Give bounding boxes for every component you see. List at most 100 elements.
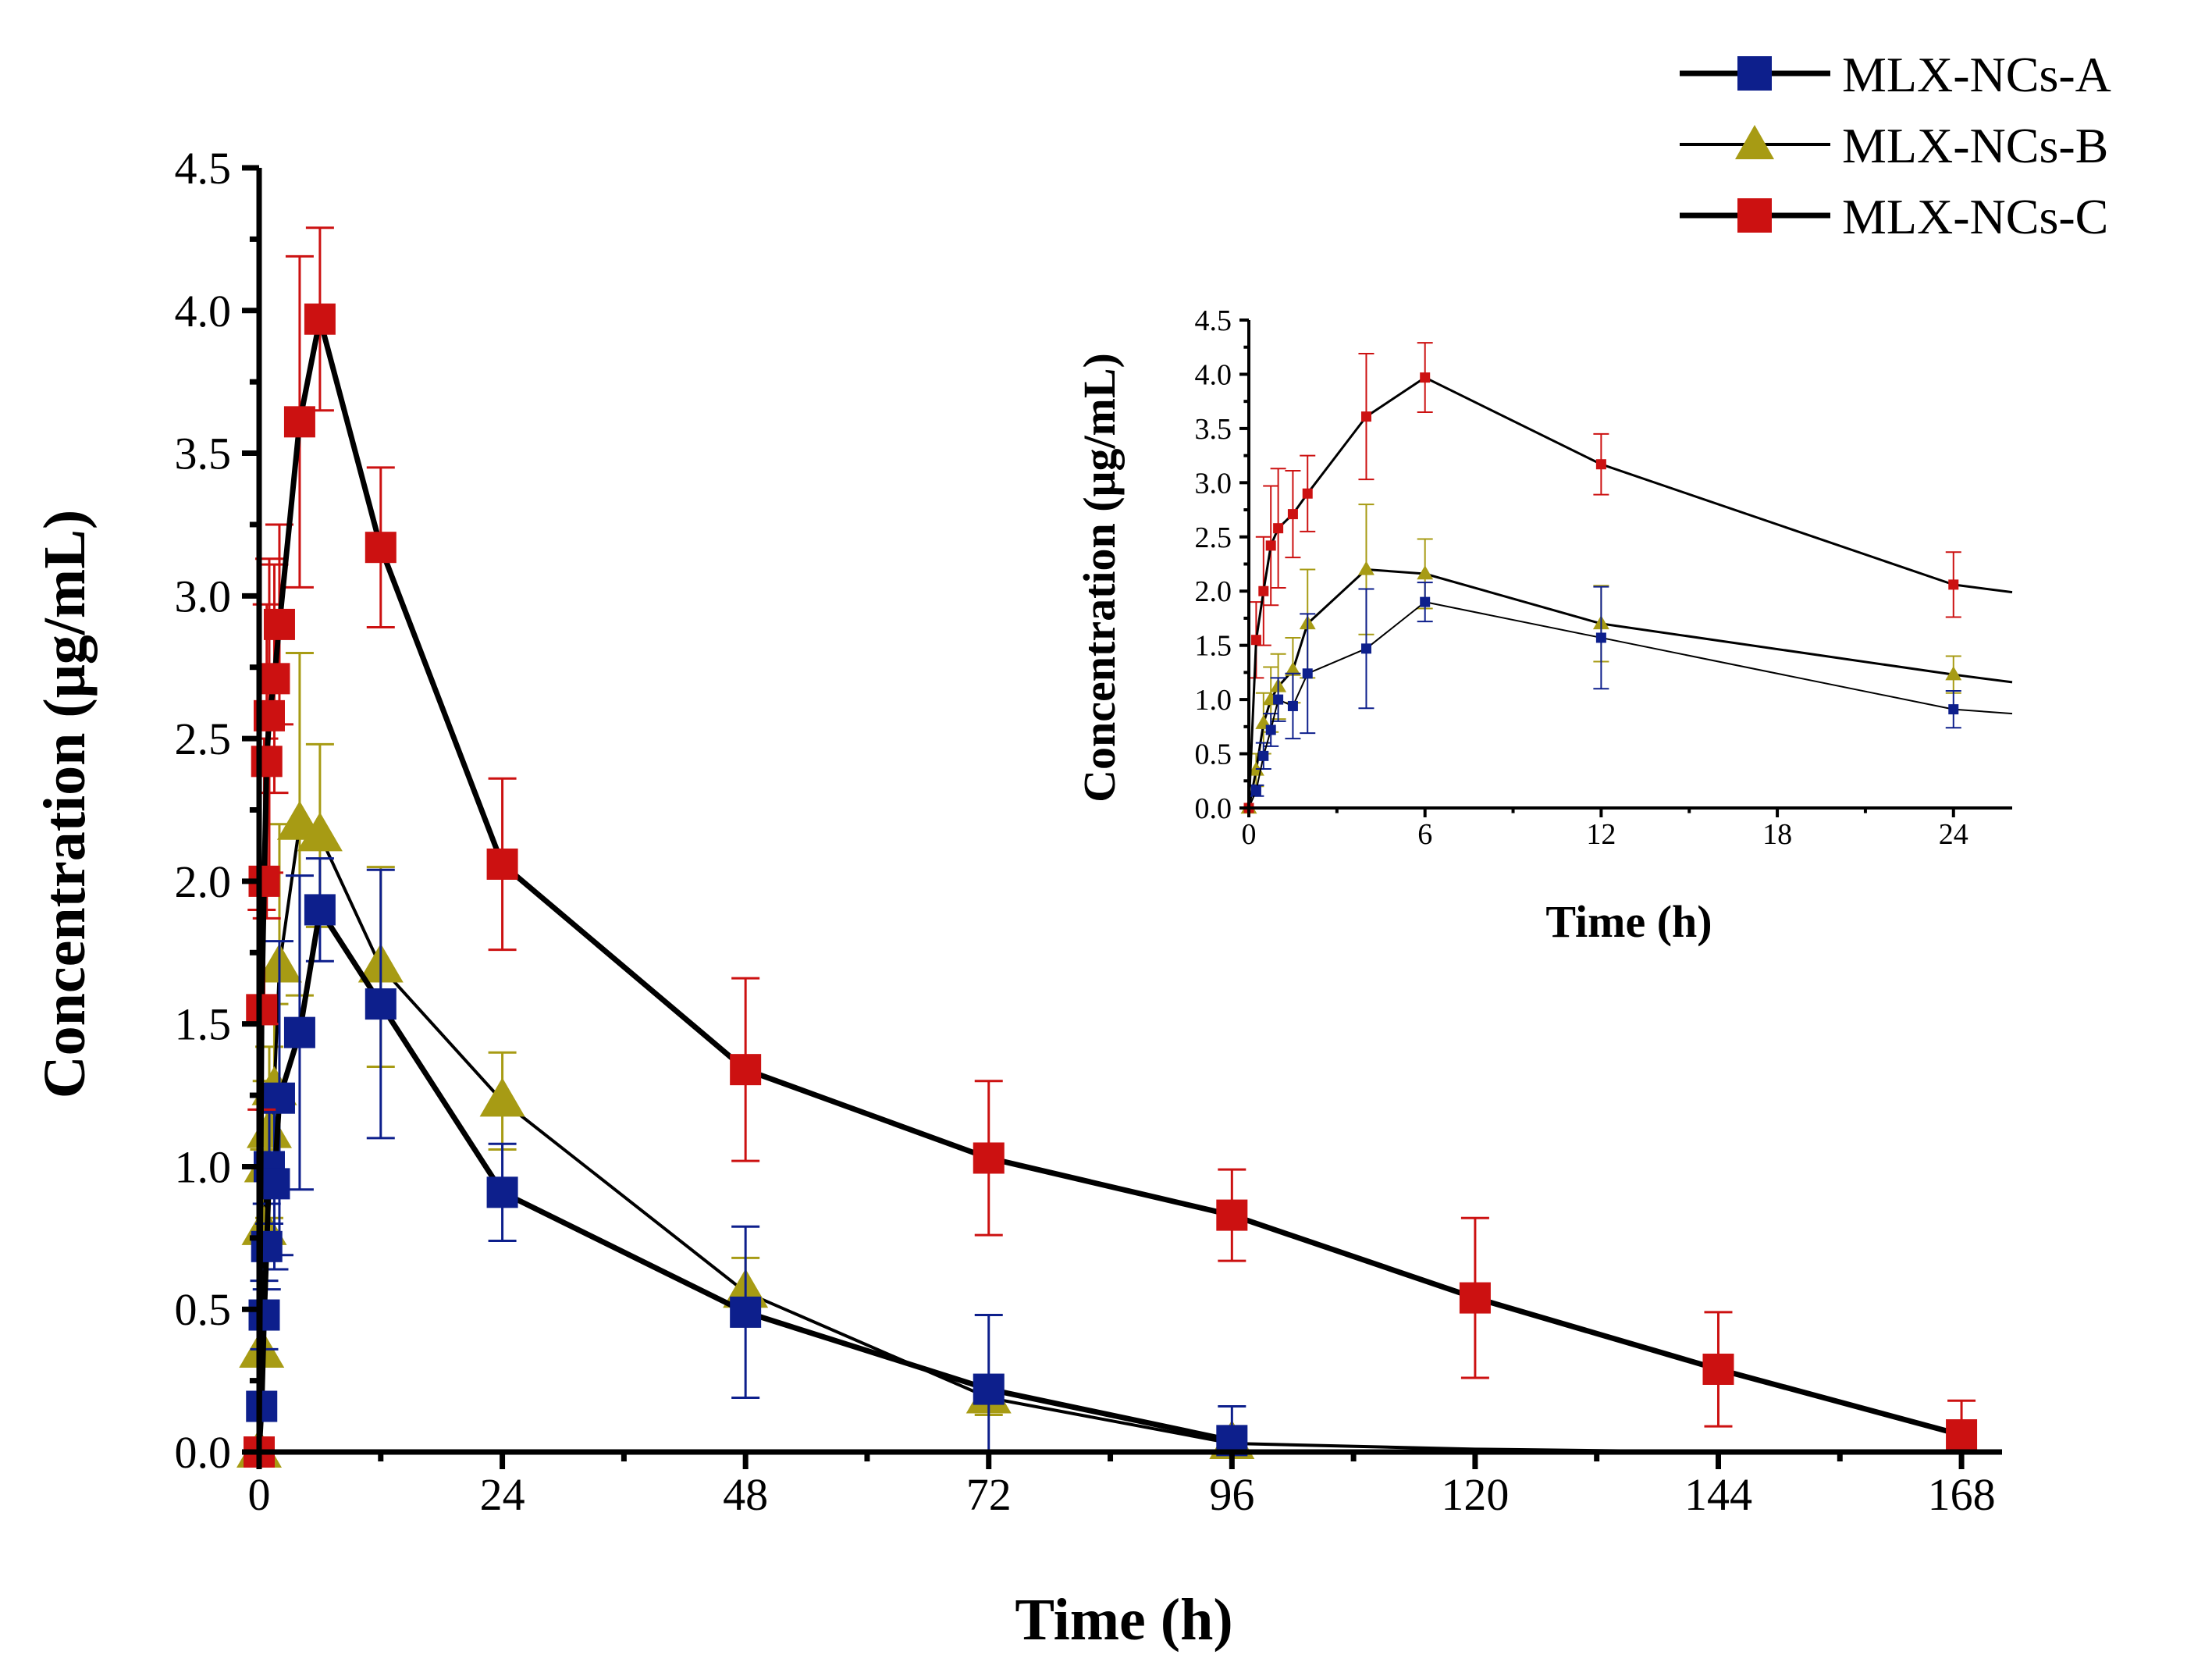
main-x-tick-label: 144 [1684,1469,1752,1520]
inset-y-tick-label: 2.5 [1195,521,1232,554]
main-marker-c [304,303,336,335]
main-y-tick-label: 0.5 [175,1284,232,1335]
main-series-c [244,226,1978,1468]
main-marker-c [251,746,283,778]
inset-marker-a [1250,785,1261,796]
inset-marker-c [1250,635,1261,646]
main-marker-b [479,1077,525,1117]
main-x-tick-label: 120 [1441,1469,1509,1520]
inset-marker-a [1273,694,1284,705]
inset-x-tick-label: 24 [1939,818,1968,851]
inset-marker-c [1287,509,1298,520]
inset-marker-a [1360,643,1371,654]
inset-marker-b [1284,661,1301,676]
main-marker-c [1702,1353,1734,1385]
inset-marker-c [1273,523,1284,534]
main-marker-a [304,894,336,926]
inset-data-layer [1240,342,2013,814]
main-y-tick-labels: 0.0 0.5 1.0 1.5 2.0 2.5 3.0 3.5 4.0 4.5 [175,143,232,1478]
inset-x-tick-label: 0 [1242,818,1257,851]
inset-line-a [1248,601,2013,809]
main-marker-c [486,848,518,880]
main-plot: 0 24 48 72 96 120 144 168 0.0 0.5 1.0 1.5 2.0 2.5 3.0… [32,143,2002,1653]
legend-label-a: MLX-NCs-A [1842,47,2111,102]
main-axes [242,165,2002,1469]
main-marker-a [730,1296,762,1328]
inset-line-b [1247,568,2013,809]
main-marker-a [973,1373,1005,1405]
main-y-tick-label: 2.0 [175,856,232,907]
inset-marker-c [1302,488,1313,499]
legend: MLX-NCs-A MLX-NCs-B MLX-NCs-C [1680,47,2111,244]
inset-marker-c [1948,579,1959,590]
main-y-tick-label: 3.0 [175,571,232,621]
main-x-tick-label: 72 [966,1469,1012,1520]
main-marker-a [248,1299,280,1331]
main-marker-a [365,988,397,1020]
main-marker-c [1459,1282,1491,1314]
main-x-tick-label: 96 [1209,1469,1254,1520]
main-x-tick-label: 0 [248,1469,271,1520]
inset-marker-c [1360,411,1371,422]
main-y-tick-label: 2.5 [175,714,232,764]
legend-entry-a: MLX-NCs-A [1680,47,2111,102]
main-marker-c [263,608,295,640]
main-marker-a [486,1176,518,1208]
main-marker-c [1216,1199,1248,1231]
inset-y-tick-label: 3.5 [1195,413,1232,446]
legend-label-b: MLX-NCs-B [1842,118,2108,173]
inset-marker-a [1595,632,1606,643]
main-x-axis-title: Time (h) [1015,1587,1232,1653]
inset-marker-a [1258,750,1269,761]
main-x-tick-label: 168 [1928,1469,1996,1520]
inset-y-tick-label: 4.5 [1195,304,1232,337]
main-marker-c [1946,1419,1978,1451]
inset-x-tick-labels: 0 6 12 18 24 [1242,818,1968,851]
main-marker-c [258,663,290,695]
legend-entry-c: MLX-NCs-C [1680,189,2108,244]
main-marker-c [365,532,397,564]
legend-label-c: MLX-NCs-C [1842,189,2108,244]
main-y-tick-label: 1.0 [175,1141,232,1192]
inset-line-c [1247,376,2013,809]
inset-marker-c [1595,459,1606,470]
inset-y-tick-labels: 0.0 0.5 1.0 1.5 2.0 2.5 3.0 3.5 4.0 4.5 [1195,304,1232,825]
inset-y-tick-label: 0.5 [1195,738,1232,771]
main-marker-a [283,1016,315,1048]
inset-y-tick-label: 2.0 [1195,575,1232,608]
inset-marker-b [1358,561,1374,575]
inset-marker-a [1287,700,1298,711]
main-y-axis-title: Concentration (μg/mL) [32,510,98,1098]
inset-series-a [1243,582,2013,813]
inset-marker-c [1258,585,1269,596]
inset-marker-b [1945,666,1962,681]
main-marker-c [283,406,315,438]
inset-y-tick-label: 1.0 [1195,684,1232,717]
inset-marker-c [1265,540,1276,551]
inset-plot: 0 6 12 18 24 0.00.51.01.52.02.53.03.54.04.5 … [1074,304,2013,947]
inset-y-tick-label: 4.0 [1195,358,1232,391]
main-y-tick-label: 0.0 [175,1427,232,1478]
main-y-tick-label: 4.0 [175,286,232,336]
main-marker-c [973,1142,1005,1174]
main-x-tick-label: 48 [723,1469,768,1520]
inset-x-axis-title: Time (h) [1545,896,1712,947]
main-marker-c [730,1054,762,1086]
main-marker-a [258,1168,290,1200]
inset-marker-a [1948,704,1959,715]
inset-marker-c [1420,372,1431,383]
main-y-tick-label: 3.5 [175,429,232,479]
inset-y-axis-title: Concentration (μg/mL) [1074,353,1125,803]
inset-marker-a [1420,596,1431,607]
legend-marker-b [1735,125,1774,159]
main-y-tick-label: 1.5 [175,999,232,1050]
inset-marker-b [1417,565,1434,580]
legend-marker-a [1737,56,1772,91]
inset-x-tick-label: 18 [1762,818,1792,851]
inset-y-tick-label: 3.0 [1195,467,1232,500]
inset-y-tick-label: 1.5 [1195,630,1232,663]
inset-axes [1239,319,2012,817]
inset-x-tick-label: 6 [1417,818,1432,851]
